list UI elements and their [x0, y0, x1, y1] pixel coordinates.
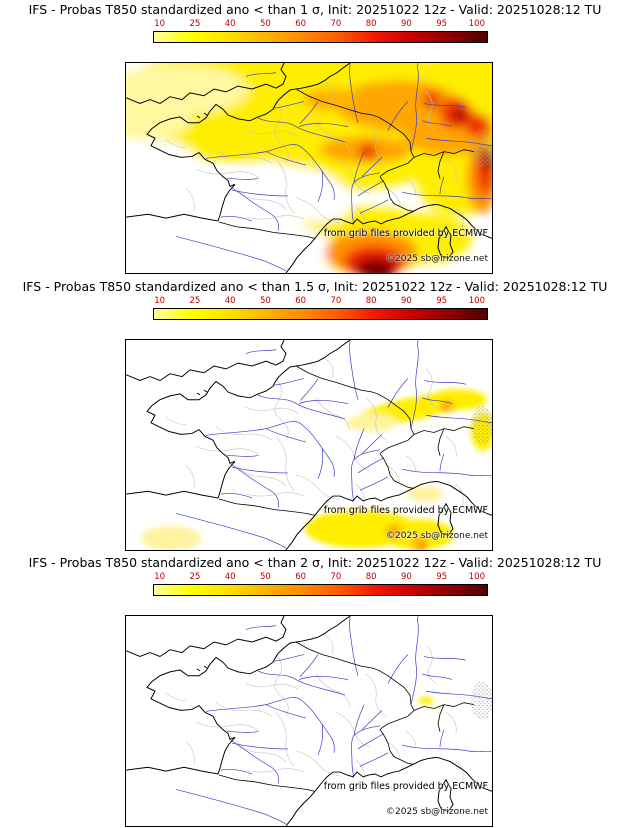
colorbar-tick: 40 [224, 572, 236, 582]
colorbar-tick: 50 [260, 296, 271, 306]
credit-copyright: ©2025 sb@irizone.net [386, 254, 488, 264]
panel-prob-lt-1p5-sigma: IFS - Probas T850 standardized ano < tha… [0, 277, 630, 552]
colorbar-gradient-bar [153, 308, 488, 320]
colorbar-tick-labels: 10 25 40 50 60 70 80 90 95 100 [153, 296, 488, 307]
colorbar-tick: 60 [295, 572, 307, 582]
colorbar-gradient-bar [153, 31, 488, 43]
colorbar-tick: 10 [154, 19, 166, 29]
colorbar-gradient-bar [153, 584, 488, 596]
colorbar-tick: 100 [468, 572, 485, 582]
colorbar-tick: 95 [436, 296, 448, 306]
colorbar-tick: 95 [436, 572, 448, 582]
colorbar-tick: 10 [154, 572, 166, 582]
credit-provider: from grib files provided by ECMWF [323, 781, 488, 792]
colorbar-tick: 60 [295, 296, 307, 306]
panel-title: IFS - Probas T850 standardized ano < tha… [22, 279, 608, 294]
colorbar-tick-labels: 10 25 40 50 60 70 80 90 95 100 [153, 572, 488, 583]
map-prob-lt-1p5-sigma: from grib files provided by ECMWF ©2025 … [125, 339, 493, 551]
colorbar-tick: 40 [224, 19, 236, 29]
colorbar-tick: 60 [295, 19, 307, 29]
colorbar-tick: 90 [400, 19, 412, 29]
colorbar-tick: 80 [365, 572, 377, 582]
colorbar-tick: 50 [260, 572, 271, 582]
colorbar-tick: 95 [436, 19, 448, 29]
colorbar-tick: 40 [224, 296, 236, 306]
panel-prob-lt-2-sigma: IFS - Probas T850 standardized ano < tha… [0, 553, 630, 828]
map-prob-lt-2-sigma: from grib files provided by ECMWF ©2025 … [125, 615, 493, 827]
panel-prob-lt-1-sigma: IFS - Probas T850 standardized ano < tha… [0, 0, 630, 275]
colorbar-tick: 70 [330, 296, 342, 306]
credit-copyright: ©2025 sb@irizone.net [386, 531, 488, 541]
map-canvas [126, 63, 492, 273]
colorbar-tick: 10 [154, 296, 166, 306]
colorbar-tick: 80 [365, 19, 377, 29]
colorbar: 10 25 40 50 60 70 80 90 95 100 [153, 296, 488, 321]
colorbar-tick: 90 [400, 572, 412, 582]
credit-provider: from grib files provided by ECMWF [323, 505, 488, 516]
colorbar: 10 25 40 50 60 70 80 90 95 100 [153, 19, 488, 44]
map-prob-lt-1-sigma: from grib files provided by ECMWF ©2025 … [125, 62, 493, 274]
colorbar-tick: 50 [260, 19, 271, 29]
credit-copyright: ©2025 sb@irizone.net [386, 807, 488, 817]
colorbar-tick: 100 [468, 296, 485, 306]
panel-title: IFS - Probas T850 standardized ano < tha… [28, 555, 602, 570]
colorbar-tick: 25 [189, 19, 201, 29]
panel-title: IFS - Probas T850 standardized ano < tha… [28, 2, 602, 17]
probability-field-layer [418, 696, 441, 712]
colorbar-tick-labels: 10 25 40 50 60 70 80 90 95 100 [153, 19, 488, 30]
colorbar-tick: 25 [189, 296, 201, 306]
colorbar-tick: 80 [365, 296, 377, 306]
probability-field-layer [126, 63, 492, 273]
credit-provider: from grib files provided by ECMWF [323, 228, 488, 239]
colorbar-tick: 25 [189, 572, 201, 582]
map-canvas [126, 616, 492, 826]
colorbar-tick: 90 [400, 296, 412, 306]
colorbar: 10 25 40 50 60 70 80 90 95 100 [153, 572, 488, 597]
colorbar-tick: 70 [330, 572, 342, 582]
colorbar-tick: 100 [468, 19, 485, 29]
colorbar-tick: 70 [330, 19, 342, 29]
map-canvas [126, 340, 492, 550]
